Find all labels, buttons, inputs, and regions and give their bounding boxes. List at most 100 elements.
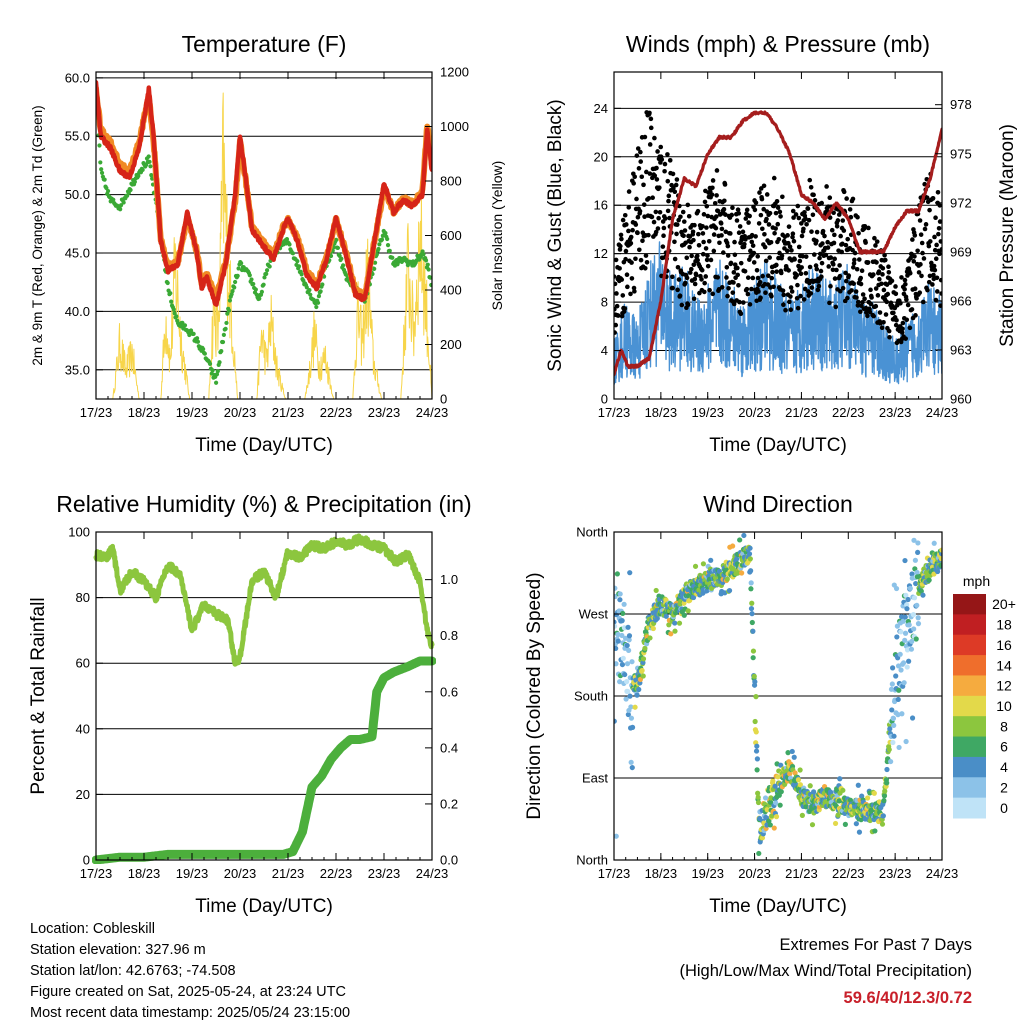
- colorbar-label: 12: [996, 678, 1012, 694]
- gust-point: [711, 248, 717, 254]
- direction-point: [791, 754, 797, 760]
- dewpoint-point: [315, 300, 321, 305]
- dewpoint-point: [168, 291, 173, 296]
- gust-point: [631, 181, 636, 186]
- dewpoint-point: [225, 311, 230, 316]
- direction-point: [894, 634, 900, 640]
- gust-point: [811, 192, 816, 198]
- gust-point: [899, 275, 904, 280]
- gust-point: [876, 269, 882, 274]
- x-tick-label: 19/23: [176, 405, 209, 420]
- gust-point: [700, 231, 706, 236]
- gust-point: [670, 274, 675, 280]
- dewpoint-point: [372, 260, 378, 265]
- gust-point: [719, 233, 724, 238]
- y2-axis-label: Solar Insolation (Yellow): [489, 161, 505, 311]
- gust-point: [810, 212, 816, 218]
- gust-point: [665, 208, 671, 214]
- gust-point: [868, 287, 873, 293]
- x-tick-label: 17/23: [598, 866, 631, 881]
- dewpoint-point: [172, 311, 177, 316]
- direction-point: [939, 547, 942, 553]
- gust-point: [790, 208, 796, 214]
- direction-point: [733, 556, 740, 562]
- gust-point: [738, 260, 744, 266]
- gust-point: [798, 271, 804, 276]
- dewpoint-point: [287, 242, 292, 247]
- gust-point: [814, 238, 819, 244]
- gust-point: [774, 269, 780, 274]
- gust-point: [719, 226, 725, 232]
- gust-point: [736, 230, 742, 236]
- dewpoint-point: [253, 287, 258, 292]
- gust-point: [932, 267, 938, 273]
- gust-point: [663, 216, 668, 221]
- gust-point: [918, 262, 923, 267]
- gust-point: [794, 273, 800, 278]
- gust-point: [628, 291, 633, 297]
- colorbar-label: 6: [1000, 739, 1008, 755]
- direction-point: [672, 628, 678, 634]
- gust-point: [710, 291, 716, 297]
- direction-point: [901, 680, 907, 686]
- gust-point: [736, 283, 741, 288]
- gust-point: [775, 221, 781, 227]
- direction-point: [904, 647, 911, 653]
- gust-point: [789, 248, 794, 253]
- direction-point: [912, 557, 918, 563]
- direction-point: [777, 802, 783, 808]
- gust-point: [639, 174, 645, 180]
- gust-point: [830, 267, 836, 273]
- direction-point: [914, 569, 920, 576]
- gust-point: [834, 267, 839, 273]
- gust-point: [826, 264, 832, 269]
- dewpoint-point: [247, 273, 252, 278]
- gust-point: [633, 256, 638, 262]
- gust-point: [629, 260, 634, 265]
- direction-point: [911, 626, 917, 632]
- gust-point: [632, 289, 637, 294]
- wind-series: [614, 110, 942, 385]
- gust-point: [694, 253, 700, 259]
- dewpoint-point: [264, 271, 269, 276]
- gust-point: [918, 232, 924, 237]
- direction-point: [617, 597, 623, 603]
- gust-point: [742, 241, 747, 247]
- direction-point: [799, 812, 805, 818]
- gust-point: [845, 236, 850, 242]
- gust-point: [838, 288, 843, 294]
- gust-point: [910, 237, 915, 242]
- gust-point: [824, 184, 829, 189]
- direction-point: [747, 556, 753, 562]
- gust-point: [623, 248, 629, 254]
- direction-point: [904, 664, 910, 670]
- dewpoint-point: [99, 167, 104, 172]
- meta-location: Location: Cobleskill: [30, 921, 155, 937]
- x-tick-label: 21/23: [272, 405, 305, 420]
- colorbar-swatch: [953, 594, 986, 615]
- direction-point: [902, 630, 909, 636]
- dewpoint-point: [140, 167, 145, 173]
- direction-point: [764, 807, 770, 813]
- direction-point: [904, 606, 910, 612]
- gust-point: [628, 240, 634, 246]
- gust-point: [684, 275, 690, 281]
- y-tick-label: 40: [76, 721, 90, 736]
- gust-point: [750, 243, 756, 248]
- gust-point: [883, 312, 889, 317]
- gust-point: [667, 215, 672, 221]
- direction-point: [856, 829, 863, 835]
- gust-point: [710, 178, 716, 183]
- gust-point: [749, 239, 755, 245]
- direction-point: [938, 562, 942, 569]
- gust-point: [786, 240, 791, 246]
- gust-point: [908, 255, 913, 261]
- gust-point: [680, 209, 686, 215]
- direction-point: [627, 570, 633, 576]
- colorbar-swatch: [953, 716, 986, 738]
- gust-point: [723, 212, 728, 217]
- gust-point: [635, 146, 641, 151]
- direction-point: [768, 795, 774, 801]
- direction-point: [926, 577, 932, 583]
- gust-point: [844, 196, 849, 201]
